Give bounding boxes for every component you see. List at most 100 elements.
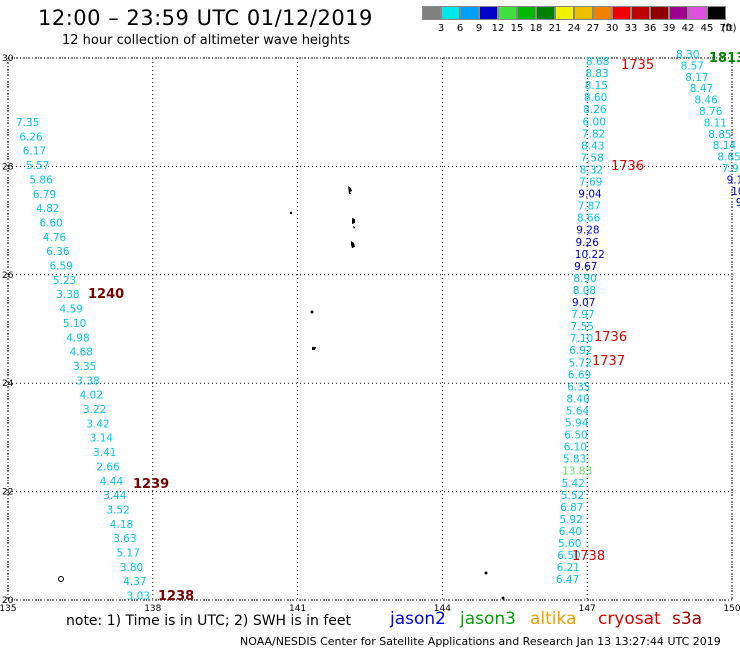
wave-height-value: 3.03 [127, 591, 150, 603]
wave-height-value: 6.35 [567, 381, 590, 393]
wave-height-value: 5.42 [562, 478, 585, 490]
wave-height-value: 6.60 [39, 217, 62, 229]
wave-height-value: 5.10 [63, 318, 86, 330]
wave-height-value: 4.02 [80, 390, 103, 402]
wave-height-value: 5.17 [117, 548, 140, 560]
wave-height-value: 8.83 [585, 68, 608, 80]
color-swatch [460, 6, 479, 20]
wave-height-value: 8.14 [713, 140, 737, 152]
lat-tick-label: 24 [2, 379, 14, 389]
wave-height-value: 8.40 [566, 393, 589, 405]
wave-height-value: 4.59 [60, 304, 83, 316]
color-scale-label: 6 [456, 23, 464, 34]
color-scale-label: 18 [529, 23, 543, 34]
wave-height-value: 3.22 [83, 404, 106, 416]
credit-line: NOAA/NESDIS Center for Satellite Applica… [240, 635, 721, 648]
color-swatch [479, 6, 498, 20]
wave-height-value: 8.65 [717, 152, 740, 164]
wave-height-value: 6.47 [556, 574, 579, 586]
color-swatch [441, 6, 460, 20]
legend-satellite-jason2: jason2 [390, 609, 446, 629]
wave-height-value: 9.26 [576, 237, 600, 249]
wave-height-value: 6.50 [557, 550, 580, 562]
color-scale-unit: (ft) [721, 23, 737, 34]
wave-height-value: 4.37 [123, 576, 146, 588]
wave-height-value: 6.50 [564, 430, 587, 442]
pass-time-label: 1735 [621, 58, 654, 73]
island-outlines [58, 186, 505, 600]
color-swatch [707, 6, 726, 20]
wave-height-value: 2.66 [96, 461, 120, 473]
color-scale-label: 15 [510, 23, 524, 34]
axis-tick-labels: 135 138 141 144 147 150 20 22 24 26 28 30 [0, 54, 740, 614]
map-grid [7, 57, 733, 601]
wave-height-value: 8.26 [583, 104, 607, 116]
lon-tick-label: 147 [579, 604, 596, 614]
wave-height-value: 7.97 [571, 309, 594, 321]
lat-tick-label: 20 [2, 596, 14, 606]
color-scale-label: 36 [643, 23, 657, 34]
color-swatch [612, 6, 631, 20]
lon-tick-label: 138 [144, 604, 161, 614]
color-scale-label: 9 [475, 23, 483, 34]
wave-height-value: 8.43 [581, 140, 604, 152]
color-scale-label: 27 [586, 23, 600, 34]
wave-height-value: 5.94 [565, 418, 589, 430]
pass-time-label: 1736 [594, 330, 627, 345]
lon-tick-label: 141 [289, 604, 306, 614]
island-shape [58, 576, 64, 582]
color-swatch [574, 6, 593, 20]
wave-height-value: 6.59 [50, 261, 73, 273]
wave-height-value: 3.63 [113, 533, 136, 545]
wave-height-value: 8.11 [704, 117, 727, 129]
color-scale-label: 42 [681, 23, 695, 34]
wave-height-value: 9.1 [727, 174, 740, 186]
wave-height-value: 10 [731, 186, 740, 198]
wave-height-value: 8.46 [694, 95, 718, 107]
wave-height-value: 7.55 [571, 321, 594, 333]
wave-height-value: 9.28 [576, 225, 599, 237]
wave-height-value: 4.44 [100, 476, 124, 488]
wave-height-value: 5.64 [566, 405, 590, 417]
island-shape [289, 211, 293, 215]
island-shape [312, 347, 316, 350]
wave-height-value: 8.15 [585, 80, 608, 92]
wave-height-value: 6.17 [23, 146, 46, 158]
lat-tick-label: 30 [2, 54, 14, 64]
wave-height-value: 8.30 [676, 49, 699, 61]
color-swatch [631, 6, 650, 20]
chart-subtitle: 12 hour collection of altimeter wave hei… [62, 33, 350, 48]
pass-time-label: 1736 [611, 159, 644, 174]
wave-height-value: 3.35 [73, 361, 96, 373]
color-scale-label: 21 [548, 23, 562, 34]
wave-height-value: 3.14 [90, 433, 114, 445]
wave-height-value: 5.83 [563, 454, 586, 466]
wave-height-value: 6.21 [557, 562, 580, 574]
chart-title: 12:00 – 23:59 UTC 01/12/2019 [38, 6, 373, 30]
wave-height-value: 4.76 [43, 232, 67, 244]
wave-height-value: 3.52 [106, 504, 129, 516]
island-shape [501, 596, 505, 600]
color-swatch [650, 6, 669, 20]
wave-height-value: 9.04 [578, 189, 602, 201]
wave-height-value: 13.83 [562, 466, 592, 478]
island-shape [348, 186, 352, 194]
color-scale-label: 33 [624, 23, 638, 34]
wave-height-values: 7.35 6.26 6.17 5.57 5.86 6.79 4.82 6.60 4.76 6.36… [16, 49, 740, 603]
wave-height-value: 4.82 [36, 203, 59, 215]
color-swatch [669, 6, 688, 20]
wave-height-value: 8.60 [584, 92, 607, 104]
wave-height-value: 7.35 [16, 117, 39, 129]
wave-height-value: 3.42 [86, 418, 109, 430]
wave-height-value: 8.68 [586, 56, 609, 68]
pass-time-label: 1238 [158, 589, 194, 604]
wave-height-value: 3.41 [93, 447, 116, 459]
wave-height-value: 7.58 [580, 152, 603, 164]
wave-height-value: 9.67 [574, 261, 597, 273]
wave-height-value: 5.60 [558, 538, 581, 550]
island-shape [310, 310, 314, 314]
wave-height-value: 8.90 [573, 273, 596, 285]
lat-tick-label: 28 [2, 162, 14, 172]
wave-height-value: 9 [736, 197, 740, 209]
